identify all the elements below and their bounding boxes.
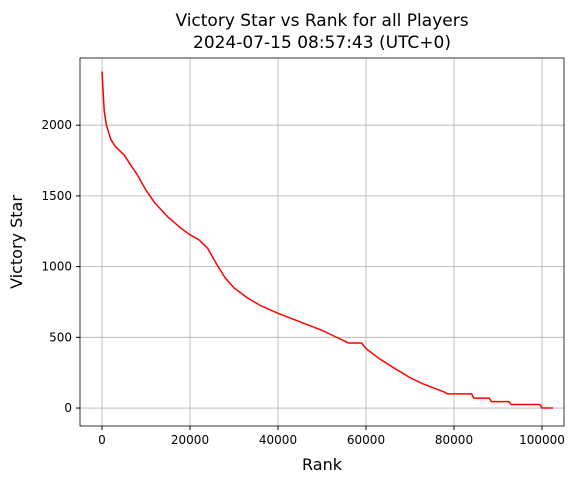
x-tick-label: 60000 (347, 433, 385, 447)
line (101, 71, 553, 409)
y-tick-label: 1500 (41, 189, 72, 203)
y-tick-label: 2000 (41, 118, 72, 132)
chart-title: Victory Star vs Rank for all Players (175, 11, 468, 31)
y-axis-label: Victory Star (7, 195, 26, 289)
y-tick-label: 500 (49, 330, 72, 344)
x-tick-label: 0 (98, 433, 106, 447)
y-tick-label: 1000 (41, 260, 72, 274)
x-tick-label: 40000 (259, 433, 297, 447)
x-tick-label: 100000 (519, 433, 565, 447)
chart-subtitle: 2024-07-15 08:57:43 (UTC+0) (193, 33, 451, 53)
y-tick-label: 0 (64, 401, 72, 415)
x-axis-label: Rank (302, 455, 343, 474)
plot-frame (79, 57, 565, 427)
x-tick-label: 20000 (171, 433, 209, 447)
x-tick-label: 80000 (435, 433, 473, 447)
